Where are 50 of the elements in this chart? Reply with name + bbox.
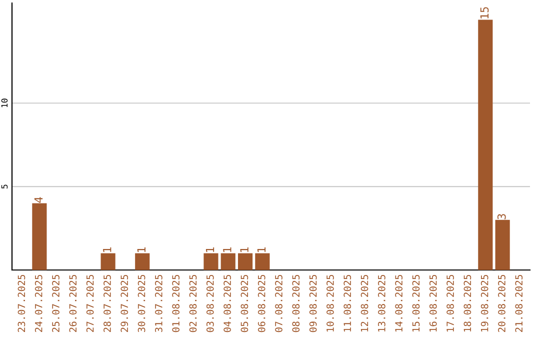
bar bbox=[255, 253, 270, 270]
x-tick-label: 29.07.2025 bbox=[120, 274, 128, 332]
x-tick-label: 03.08.2025 bbox=[206, 274, 214, 332]
y-tick-label: 10 bbox=[1, 98, 8, 108]
bar bbox=[100, 253, 116, 270]
x-tick-label: 23.07.2025 bbox=[18, 274, 26, 332]
x-tick-label: 19.08.2025 bbox=[480, 274, 488, 332]
x-tick-label: 04.08.2025 bbox=[224, 274, 231, 332]
data-label: 1 bbox=[223, 247, 232, 252]
x-tick-label: 21.08.2025 bbox=[515, 274, 523, 332]
x-tick-label: 10.08.2025 bbox=[326, 274, 334, 332]
y-tick-label: 5 bbox=[1, 184, 8, 188]
x-tick-label: 12.08.2025 bbox=[360, 274, 368, 332]
x-tick-label: 11.08.2025 bbox=[344, 274, 352, 332]
data-label: 15 bbox=[480, 7, 489, 18]
x-tick-label: 17.08.2025 bbox=[446, 274, 454, 332]
x-tick-label: 02.08.2025 bbox=[189, 274, 197, 332]
x-tick-label: 09.08.2025 bbox=[309, 274, 317, 332]
bar bbox=[238, 253, 253, 270]
x-tick-label: 26.07.2025 bbox=[69, 274, 77, 332]
x-tick-label: 20.08.2025 bbox=[498, 274, 506, 332]
data-label: 1 bbox=[103, 247, 112, 252]
x-tick-label: 15.08.2025 bbox=[412, 274, 420, 332]
x-tick-label: 24.07.2025 bbox=[34, 274, 42, 332]
data-label: 1 bbox=[137, 247, 146, 252]
x-tick-label: 14.08.2025 bbox=[395, 274, 402, 332]
x-tick-label: 31.07.2025 bbox=[155, 274, 162, 332]
x-tick-label: 05.08.2025 bbox=[240, 274, 248, 332]
bar bbox=[478, 20, 493, 270]
x-tick-label: 16.08.2025 bbox=[429, 274, 437, 332]
x-tick-label: 18.08.2025 bbox=[464, 274, 472, 332]
bar bbox=[135, 253, 150, 270]
x-tick-label: 13.08.2025 bbox=[378, 274, 386, 332]
bar bbox=[220, 253, 236, 270]
bar bbox=[32, 203, 47, 270]
x-tick-label: 01.08.2025 bbox=[172, 274, 180, 332]
data-label: 3 bbox=[497, 214, 506, 220]
data-label: 1 bbox=[240, 247, 248, 252]
x-tick-label: 27.07.2025 bbox=[86, 274, 94, 332]
x-tick-label: 30.07.2025 bbox=[138, 274, 146, 332]
x-tick-label: 28.07.2025 bbox=[104, 274, 111, 332]
bar bbox=[204, 253, 218, 270]
x-tick-label: 08.08.2025 bbox=[292, 274, 300, 332]
x-tick-label: 06.08.2025 bbox=[258, 274, 266, 332]
x-tick-label: 25.07.2025 bbox=[52, 274, 60, 332]
x-tick-label: 07.08.2025 bbox=[275, 274, 282, 332]
data-label: 4 bbox=[34, 197, 43, 203]
bar bbox=[495, 220, 510, 270]
data-label: 1 bbox=[257, 247, 266, 252]
data-label: 1 bbox=[206, 247, 214, 252]
